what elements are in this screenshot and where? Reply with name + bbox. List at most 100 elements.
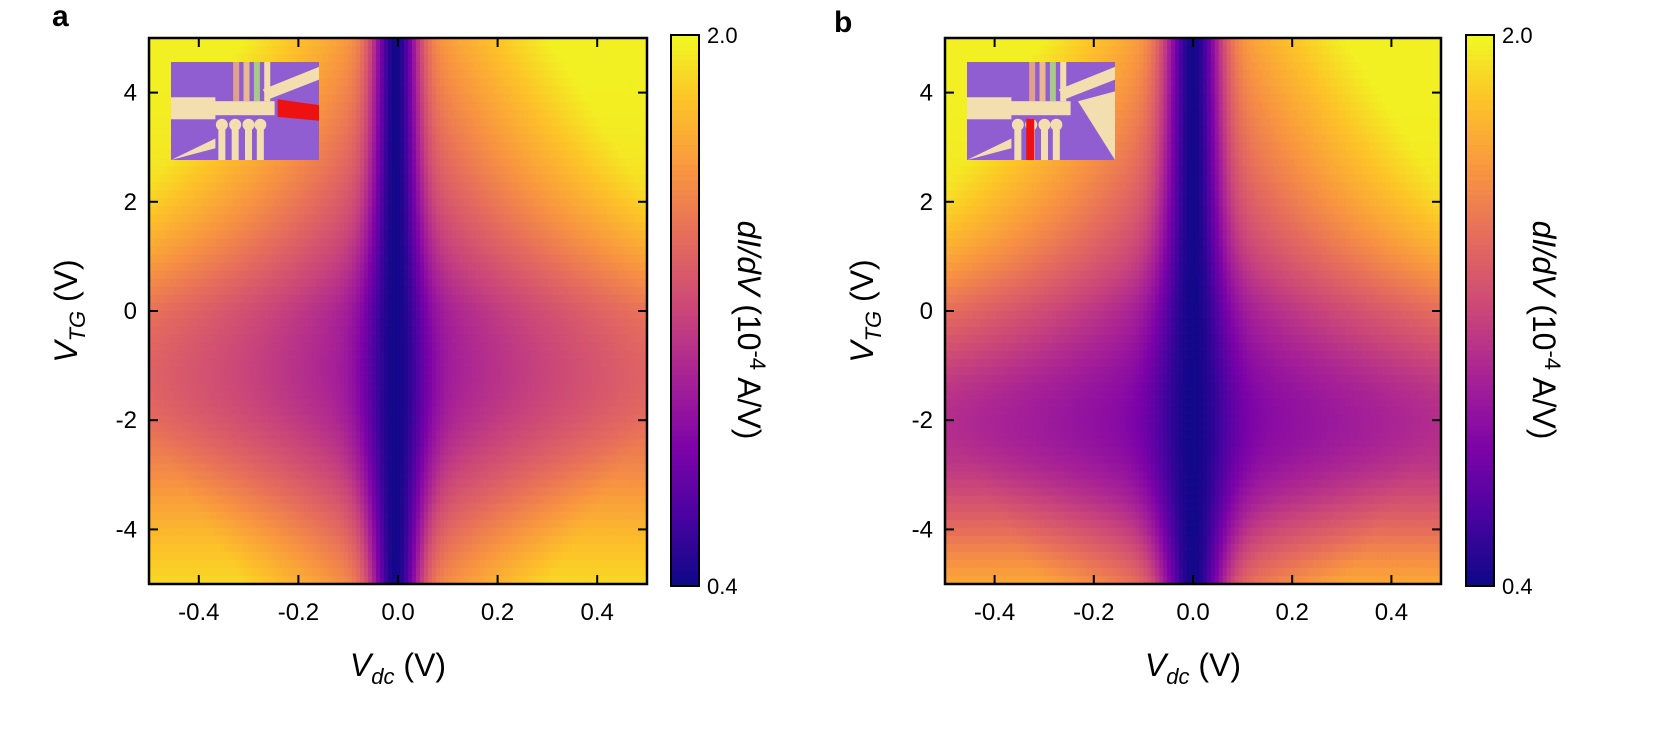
heatmap-cell [240, 343, 246, 352]
heatmap-cell [212, 174, 218, 184]
heatmap-cell [276, 46, 282, 55]
heatmap-cell [356, 511, 361, 521]
heatmap-cell [200, 206, 206, 216]
heatmap-cell [324, 182, 329, 192]
heatmap-cell [268, 415, 274, 425]
heatmap-cell [407, 503, 413, 513]
heatmap-cell [256, 246, 262, 256]
heatmap-cell [396, 415, 401, 425]
heatmap-cell [372, 174, 377, 184]
heatmap-cell [260, 198, 266, 208]
heatmap-cell [300, 327, 305, 336]
heatmap-cell [364, 286, 369, 296]
heatmap-cell [204, 535, 210, 545]
heatmap-cell [280, 503, 286, 513]
heatmap-cell [399, 118, 405, 127]
heatmap-cell [260, 270, 266, 280]
heatmap-cell [248, 503, 254, 513]
heatmap-cell [184, 54, 190, 63]
heatmap-cell [336, 399, 341, 408]
heatmap-cell [164, 359, 170, 368]
heatmap-cell [415, 487, 421, 497]
heatmap-cell [216, 230, 222, 240]
heatmap-cell [320, 367, 325, 376]
heatmap-cell [224, 270, 230, 280]
heatmap-cell [427, 407, 433, 416]
heatmap-cell [380, 278, 385, 288]
heatmap-cell [364, 495, 369, 505]
heatmap-cell [403, 511, 409, 521]
heatmap-cell [336, 383, 341, 392]
heatmap-cell [308, 567, 313, 577]
heatmap-cell [196, 471, 202, 481]
heatmap-cell [300, 423, 305, 433]
heatmap-cell [407, 495, 413, 505]
heatmap-cell [300, 503, 305, 513]
heatmap-cell [364, 150, 369, 160]
heatmap-cell [149, 487, 154, 497]
heatmap-cell [376, 110, 381, 119]
heatmap-cell [360, 166, 365, 176]
heatmap-cell [296, 158, 301, 168]
heatmap-cell [288, 399, 294, 408]
heatmap-cell [332, 278, 337, 288]
heatmap-cell [352, 278, 357, 288]
heatmap-cell [212, 407, 218, 416]
heatmap-cell [336, 302, 341, 312]
heatmap-cell [212, 166, 218, 176]
heatmap-cell [232, 158, 238, 168]
heatmap-cell [320, 447, 325, 457]
heatmap-cell [340, 375, 345, 384]
heatmap-cell [200, 335, 206, 344]
heatmap-cell [415, 246, 421, 256]
heatmap-cell [248, 527, 254, 537]
heatmap-cell [272, 254, 278, 264]
heatmap-cell [184, 198, 190, 208]
heatmap-cell [164, 503, 170, 513]
heatmap-cell [431, 367, 437, 376]
heatmap-cell [172, 230, 178, 240]
heatmap-cell [399, 543, 405, 553]
heatmap-cell [399, 407, 405, 416]
heatmap-cell [411, 463, 417, 473]
heatmap-cell [168, 286, 174, 296]
heatmap-cell [284, 38, 290, 47]
heatmap-cell [380, 559, 385, 569]
heatmap-cell [312, 190, 317, 200]
heatmap-cell [304, 311, 309, 320]
heatmap-cell [304, 319, 309, 328]
heatmap-cell [368, 278, 373, 288]
heatmap-cell [427, 278, 433, 288]
heatmap-cell [196, 182, 202, 192]
heatmap-cell [352, 471, 357, 481]
heatmap-cell [419, 166, 425, 176]
heatmap-cell [396, 294, 401, 304]
heatmap-cell [180, 463, 186, 473]
heatmap-cell [368, 527, 373, 537]
heatmap-cell [376, 222, 381, 232]
heatmap-cell [176, 367, 182, 376]
heatmap-cell [356, 94, 361, 103]
heatmap-cell [188, 246, 194, 256]
heatmap-cell [435, 439, 441, 449]
heatmap-cell [411, 286, 417, 296]
heatmap-cell [292, 471, 297, 481]
heatmap-cell [356, 222, 361, 232]
heatmap-cell [208, 367, 214, 376]
heatmap-cell [324, 391, 329, 400]
heatmap-cell [312, 567, 317, 577]
heatmap-cell [364, 142, 369, 152]
heatmap-cell [352, 391, 357, 400]
heatmap-cell [376, 126, 381, 135]
heatmap-cell [320, 431, 325, 441]
heatmap-cell [272, 286, 278, 296]
heatmap-cell [308, 519, 313, 529]
heatmap-cell [280, 254, 286, 264]
heatmap-cell [296, 367, 301, 376]
heatmap-cell [431, 495, 437, 505]
heatmap-cell [244, 262, 250, 272]
heatmap-cell [248, 270, 254, 280]
heatmap-cell [427, 479, 433, 489]
heatmap-cell [407, 78, 413, 87]
heatmap-cell [328, 46, 333, 55]
